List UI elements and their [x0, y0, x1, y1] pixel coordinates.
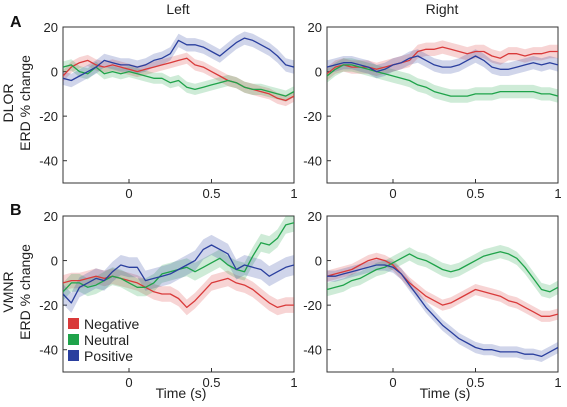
series-negative-error-band — [327, 252, 558, 322]
row-a-ylabel-line1: DLOR — [0, 84, 16, 123]
series-neutral-line — [327, 64, 558, 97]
y-tick-label: 0 — [315, 254, 322, 269]
y-tick-label: 0 — [51, 254, 58, 269]
x-tick-label: 0 — [125, 375, 132, 390]
y-tick-label: -20 — [303, 298, 322, 313]
y-tick-label: 0 — [51, 65, 58, 80]
series-neutral-error-band — [327, 245, 558, 299]
y-tick-label: -20 — [39, 298, 58, 313]
series-neutral-error-band — [63, 216, 294, 301]
x-tick-label: 0.5 — [466, 375, 484, 390]
series-negative-line — [327, 257, 558, 317]
legend-swatch-negative — [68, 318, 79, 329]
y-tick-label: 20 — [308, 20, 322, 35]
x-tick-label: 0.5 — [466, 186, 484, 201]
x-axis-label-left: Time (s) — [156, 385, 207, 401]
series-negative-line — [63, 275, 294, 309]
series-negative-line — [63, 57, 294, 102]
column-title-right: Right — [426, 1, 459, 17]
plot-area — [327, 245, 558, 362]
x-tick-label: 1 — [290, 375, 297, 390]
y-tick-label: -20 — [303, 109, 322, 124]
y-tick-label: -40 — [303, 154, 322, 169]
y-tick-label: 0 — [315, 65, 322, 80]
panel-b-left: 20 0 -20 -40 0 0.5 1 — [39, 209, 297, 390]
panel-b-right: 20 0 -20 -40 0 0.5 1 — [303, 209, 561, 390]
legend-label-positive: Positive — [84, 348, 133, 364]
legend-label-neutral: Neutral — [84, 332, 129, 348]
plot-area — [327, 40, 558, 103]
panel-frame — [326, 215, 559, 373]
panel-a-right: 20 0 -20 -40 0 0.5 1 — [303, 20, 561, 201]
plot-area — [63, 31, 294, 107]
series-negative-error-band — [327, 40, 558, 81]
x-tick-label: 0 — [125, 186, 132, 201]
y-tick-label: 20 — [44, 209, 58, 224]
x-tick-label: 1 — [554, 186, 561, 201]
series-positive-error-band — [63, 31, 294, 88]
y-tick-label: -40 — [303, 343, 322, 358]
series-positive-line — [63, 244, 294, 304]
legend-swatch-positive — [68, 350, 79, 361]
row-b-ylabel-line1: VMNR — [0, 271, 16, 312]
x-tick-label: 0.5 — [202, 375, 220, 390]
y-tick-label: -20 — [39, 109, 58, 124]
panel-a-left: 20 0 -20 -40 0 0.5 1 — [39, 20, 297, 201]
x-axis-label-right: Time (s) — [420, 385, 471, 401]
column-title-left: Left — [166, 1, 189, 17]
y-tick-label: -40 — [39, 343, 58, 358]
series-positive-error-band — [63, 234, 294, 313]
x-tick-label: 0 — [389, 186, 396, 201]
series-positive-line — [327, 55, 558, 73]
x-tick-label: 0 — [389, 375, 396, 390]
plot-area — [63, 216, 294, 316]
panels-layer: 20 0 -20 -40 0 0.5 1 20 0 -20 -40 0 0.5 1 20 0 -20 -40 0 0.… — [39, 20, 561, 390]
series-neutral-line — [63, 64, 294, 97]
y-tick-label: -40 — [39, 154, 58, 169]
series-positive-error-band — [327, 49, 558, 79]
row-letter-b: B — [10, 202, 22, 219]
series-positive-line — [63, 37, 294, 82]
series-negative-error-band — [63, 52, 294, 107]
y-tick-label: 20 — [308, 209, 322, 224]
row-b-ylabel-line2: ERD % change — [17, 244, 33, 340]
row-a-ylabel-line2: ERD % change — [17, 55, 33, 151]
x-tick-label: 1 — [290, 186, 297, 201]
legend-swatch-neutral — [68, 334, 79, 345]
x-tick-label: 1 — [554, 375, 561, 390]
y-tick-label: 20 — [44, 20, 58, 35]
series-negative-line — [327, 46, 558, 75]
panel-frame — [326, 26, 559, 184]
x-tick-label: 0.5 — [202, 186, 220, 201]
series-negative-error-band — [63, 268, 294, 316]
row-letter-a: A — [10, 14, 22, 31]
series-neutral-line — [327, 251, 558, 293]
legend-label-negative: Negative — [84, 316, 139, 332]
series-positive-line — [327, 264, 558, 358]
panel-frame — [62, 26, 295, 184]
